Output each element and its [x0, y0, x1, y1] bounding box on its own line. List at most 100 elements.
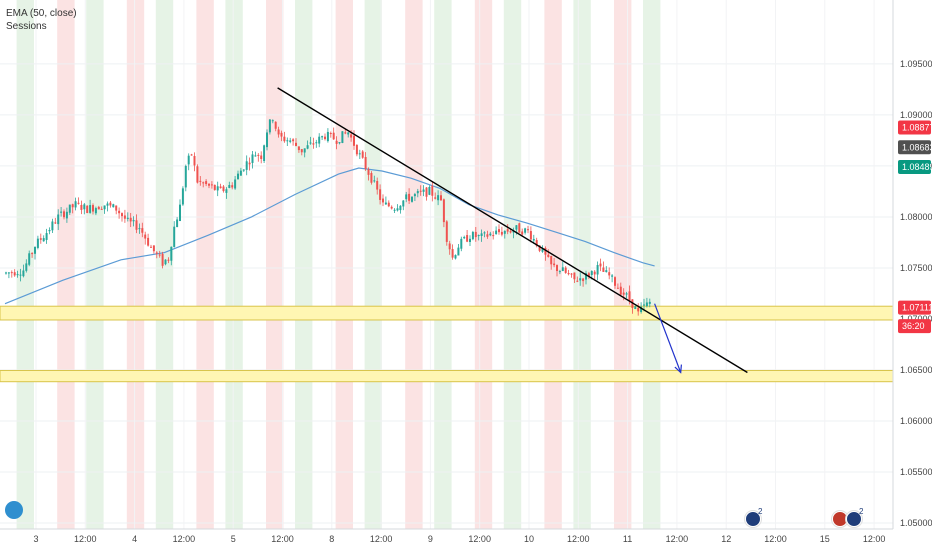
candle-body	[234, 179, 237, 189]
candle-body	[587, 273, 590, 277]
candle-body	[382, 198, 384, 203]
event-count: 2	[758, 507, 763, 516]
candle-body	[634, 306, 637, 309]
candle-body	[152, 245, 155, 252]
candle-body	[463, 236, 466, 239]
legend-ema[interactable]: EMA (50, close)	[6, 8, 77, 19]
price-tick-label: 1.06000	[900, 416, 932, 426]
session-shading	[16, 0, 661, 529]
candle-body	[538, 245, 541, 251]
candle-body	[297, 146, 300, 151]
candle-body	[231, 185, 234, 188]
legend-sessions[interactable]: Sessions	[6, 21, 47, 32]
candle-body	[489, 233, 492, 236]
candle-body	[521, 231, 524, 235]
tradingview-logo-icon[interactable]	[5, 501, 23, 519]
candle-body	[405, 194, 408, 200]
support-zone	[0, 305, 894, 321]
price-axis-bg	[893, 0, 932, 550]
candle-body	[210, 184, 213, 186]
session-band	[614, 0, 632, 529]
candle-body	[358, 153, 361, 155]
candle-body	[556, 265, 558, 271]
candle-body	[115, 205, 118, 211]
candle-body	[45, 233, 48, 240]
price-axis[interactable]: 1.095001.090001.085001.080001.075001.070…	[892, 0, 932, 550]
candle-body	[74, 201, 77, 208]
session-band	[643, 0, 661, 529]
candle-body	[561, 267, 564, 272]
candle-body	[312, 143, 315, 145]
time-tick-label: 12	[721, 534, 731, 544]
candle-body	[353, 135, 355, 146]
candle-body	[112, 204, 115, 208]
event-flag-icon[interactable]: 2	[846, 507, 863, 527]
candle-body	[373, 180, 376, 182]
candle-body	[442, 199, 445, 223]
support-zone	[0, 369, 894, 383]
candle-body	[147, 237, 150, 246]
candle-body	[396, 208, 399, 211]
candle-body	[408, 193, 411, 201]
candle-body	[132, 220, 135, 222]
candle-body	[106, 203, 109, 206]
time-axis[interactable]: 3 12:00 4 12:00 5 12:00 8 12:00 9 12:00 10 12:00 11 1…	[0, 528, 893, 544]
session-band	[405, 0, 423, 529]
candle-body	[34, 246, 36, 254]
candle-body	[63, 211, 65, 218]
time-tick-label: 12:00	[666, 534, 689, 544]
price-badge-label: 1.08877	[902, 122, 932, 132]
candle-body	[544, 248, 547, 255]
candle-body	[535, 240, 538, 246]
time-tick-label: 12:00	[468, 534, 491, 544]
candle-body	[239, 170, 242, 176]
candle-body	[466, 235, 469, 242]
projection-arrow	[654, 303, 682, 373]
candle-body	[326, 131, 329, 142]
candle-body	[118, 210, 121, 214]
candle-body	[242, 169, 245, 171]
candle-body	[300, 149, 303, 153]
candle-body	[498, 229, 500, 233]
candle-body	[579, 278, 582, 281]
candle-body	[335, 140, 338, 144]
session-band	[266, 0, 284, 529]
candle-body	[376, 180, 379, 190]
price-tick-label: 1.07500	[900, 263, 932, 273]
candle-body	[161, 253, 164, 266]
candle-body	[138, 228, 141, 230]
candle-body	[295, 142, 297, 146]
candle-body	[338, 142, 341, 144]
price-badge	[898, 160, 931, 175]
candle-body	[616, 287, 619, 289]
trendline	[277, 87, 748, 374]
candle-body	[54, 222, 57, 224]
candle-body	[121, 213, 123, 217]
candle-body	[228, 185, 231, 188]
event-count: 2	[859, 507, 864, 516]
time-tick-label: 12:00	[74, 534, 97, 544]
time-tick-label: 4	[132, 534, 137, 544]
event-flag-icon[interactable]: 2	[745, 507, 762, 527]
candle-body	[13, 272, 16, 276]
candle-body	[483, 232, 486, 234]
candle-body	[347, 132, 350, 135]
price-tick-label: 1.07000	[900, 314, 932, 324]
candle-body	[97, 206, 100, 210]
candle-body	[599, 263, 602, 267]
drawings[interactable]	[277, 87, 748, 374]
candle-body	[645, 302, 648, 307]
candle-body	[341, 131, 344, 143]
candle-body	[190, 154, 193, 156]
candle-body	[492, 235, 495, 237]
candle-body	[176, 219, 179, 228]
candle-body	[268, 119, 271, 133]
candle-body	[387, 202, 390, 207]
candle-body	[469, 238, 471, 243]
candle-body	[202, 182, 205, 184]
candle-body	[16, 274, 19, 276]
price-tick-label: 1.05500	[900, 467, 932, 477]
time-tick-label: 10	[524, 534, 534, 544]
candle-body	[509, 231, 512, 233]
